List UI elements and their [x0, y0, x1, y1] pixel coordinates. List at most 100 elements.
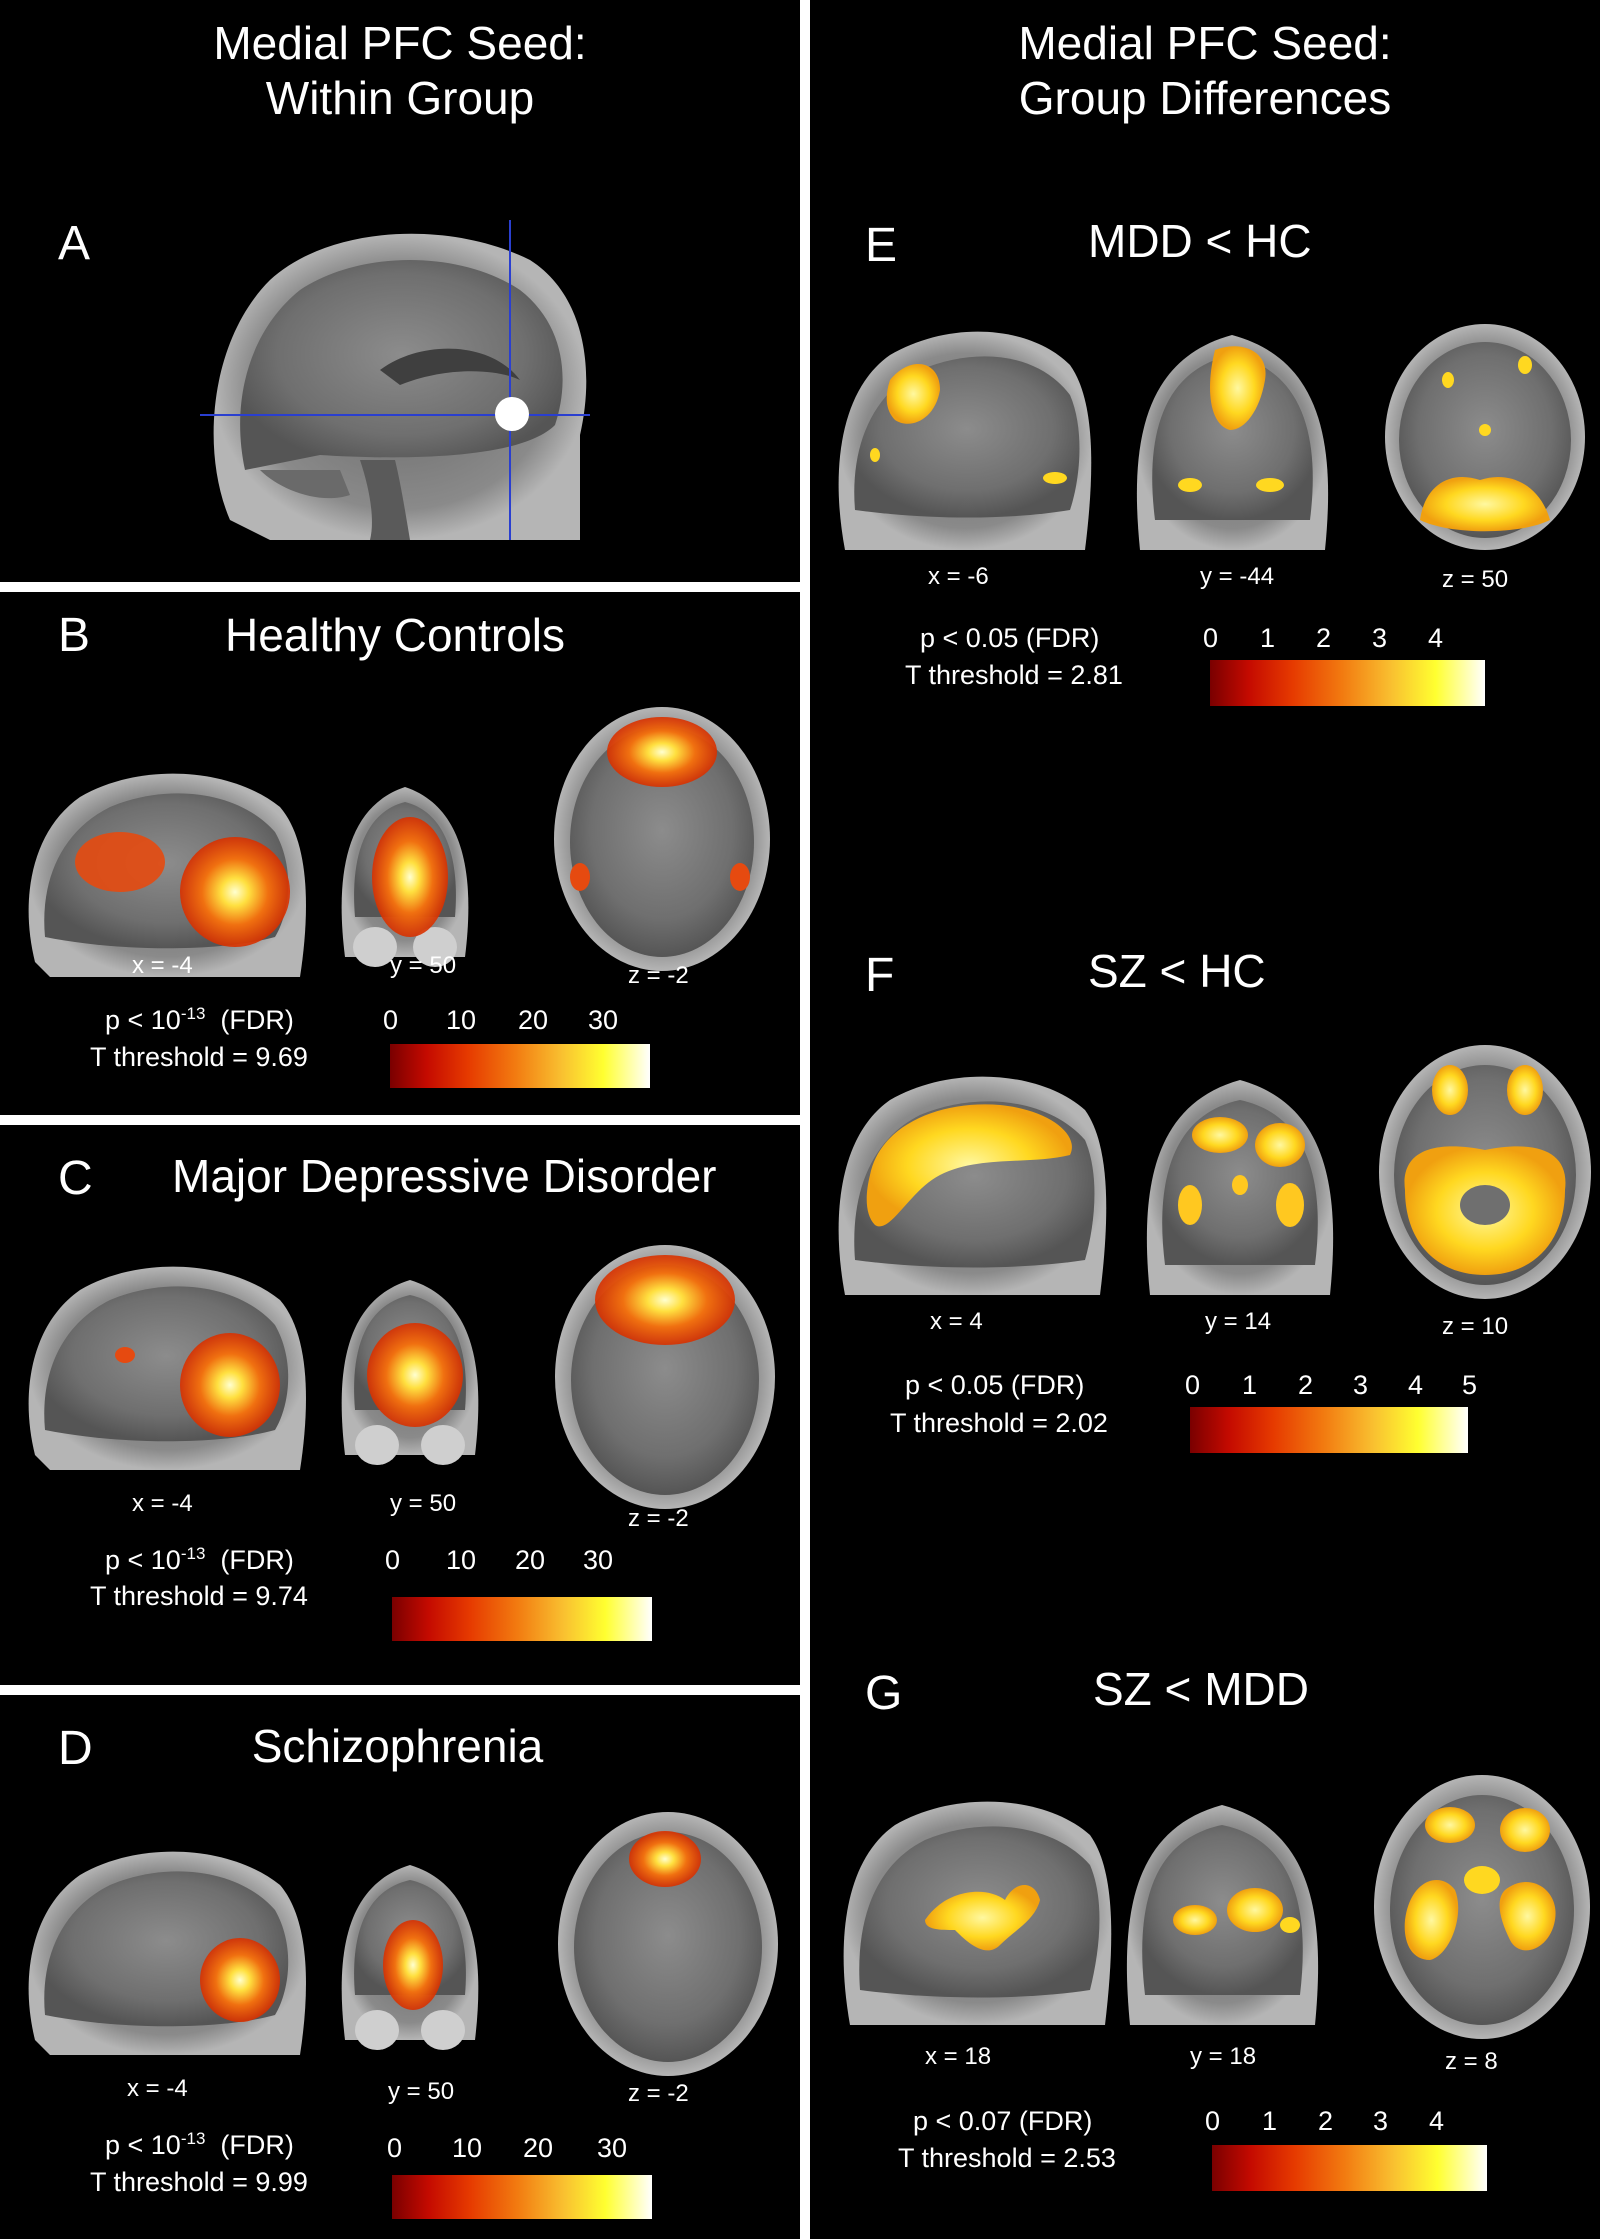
tick-0-e: 0 [1203, 623, 1219, 653]
colorbar-c [392, 1597, 652, 1641]
panel-letter-c: C [58, 1152, 93, 1205]
left-header-line1: Medial PFC Seed: [213, 17, 587, 69]
coord-z-g: z = 8 [1445, 2048, 1498, 2075]
axial-slice-b [554, 707, 770, 971]
axial-slice-f [1379, 1045, 1591, 1299]
tick-3-f: 3 [1353, 1370, 1369, 1400]
tick-10-d: 10 [452, 2133, 483, 2163]
coord-y-c: y = 50 [390, 1490, 457, 1517]
coord-y-e: y = -44 [1200, 563, 1275, 590]
panel-header-a: Medial PFC Seed: Within Group A [0, 0, 800, 582]
tick-20-b: 20 [518, 1005, 549, 1035]
panel-letter-f: F [865, 949, 895, 1002]
panel-title-e: MDD < HC [1088, 215, 1312, 267]
coord-y-d: y = 50 [388, 2078, 455, 2105]
colorbar-d [392, 2175, 652, 2219]
axial-slice-d [558, 1812, 778, 2076]
tick-0-d: 0 [387, 2133, 403, 2163]
coord-y-g: y = 18 [1190, 2043, 1257, 2070]
tick-4-e: 4 [1428, 623, 1444, 653]
tick-2-g: 2 [1318, 2106, 1334, 2136]
sagittal-slice-f [838, 1076, 1107, 1295]
panel-letter-e: E [865, 219, 898, 272]
tick-3-e: 3 [1372, 623, 1388, 653]
coord-y-f: y = 14 [1205, 1308, 1272, 1335]
threshold-e: T threshold = 2.81 [905, 660, 1123, 690]
coord-x-f: x = 4 [930, 1308, 983, 1335]
coord-y-b: y = 50 [390, 952, 457, 979]
left-header-line2: Within Group [265, 72, 535, 124]
coord-z-e: z = 50 [1442, 566, 1509, 593]
tick-20-d: 20 [523, 2133, 554, 2163]
sagittal-slice-e [838, 331, 1092, 550]
coord-z-d: z = -2 [628, 2080, 689, 2107]
threshold-c: T threshold = 9.74 [90, 1581, 308, 1611]
colorbar-g [1212, 2145, 1487, 2191]
axial-slice-c [555, 1245, 775, 1509]
coord-z-b: z = -2 [628, 962, 689, 989]
threshold-f: T threshold = 2.02 [890, 1408, 1108, 1438]
sagittal-slice-d [28, 1851, 306, 2055]
tick-30-b: 30 [588, 1005, 619, 1035]
panel-title-b: Healthy Controls [224, 609, 566, 661]
threshold-d: T threshold = 9.99 [90, 2167, 308, 2197]
p-value-g: p < 0.07 (FDR) [913, 2106, 1093, 2136]
panel-right: Medial PFC Seed: Group Differences E MDD… [810, 0, 1600, 2239]
tick-1-e: 1 [1260, 623, 1276, 653]
tick-30-c: 30 [583, 1545, 614, 1575]
tick-0-g: 0 [1205, 2106, 1221, 2136]
right-header-line2: Group Differences [1018, 72, 1392, 124]
sagittal-slice-b [28, 773, 306, 977]
coronal-slice-f [1146, 1080, 1334, 1295]
tick-4-f: 4 [1408, 1370, 1424, 1400]
threshold-b: T threshold = 9.69 [90, 1042, 308, 1072]
tick-1-f: 1 [1242, 1370, 1258, 1400]
coronal-slice-c [341, 1280, 479, 1465]
coronal-slice-g [1126, 1805, 1319, 2025]
tick-30-d: 30 [597, 2133, 628, 2163]
panel-title-d: Schizophrenia [251, 1720, 544, 1772]
panel-b: B Healthy Controls x = -4 y = 50 z = -2 … [0, 592, 800, 1115]
threshold-g: T threshold = 2.53 [898, 2143, 1116, 2173]
panel-letter-d: D [58, 1722, 93, 1775]
coronal-slice-b [341, 787, 469, 967]
coord-z-c: z = -2 [628, 1505, 689, 1532]
tick-20-c: 20 [515, 1545, 546, 1575]
panel-d: D Schizophrenia x = -4 y = 50 z = -2 p <… [0, 1695, 800, 2239]
coord-x-b: x = -4 [132, 952, 193, 979]
seed-marker [495, 397, 529, 431]
panel-c: C Major Depressive Disorder x = -4 y = 5… [0, 1125, 800, 1685]
tick-0-f: 0 [1185, 1370, 1201, 1400]
sagittal-slice-c [28, 1266, 306, 1470]
colorbar-f [1190, 1407, 1468, 1453]
tick-1-g: 1 [1262, 2106, 1278, 2136]
p-value-c: p < 10-13 (FDR) [105, 1544, 294, 1575]
panel-letter-a: A [58, 217, 91, 270]
colorbar-e [1210, 660, 1485, 706]
p-value-f: p < 0.05 (FDR) [905, 1370, 1085, 1400]
tick-0-b: 0 [383, 1005, 399, 1035]
seed-sagittal-image [200, 220, 590, 541]
tick-0-c: 0 [385, 1545, 401, 1575]
panel-title-c: Major Depressive Disorder [172, 1150, 717, 1202]
tick-5-f: 5 [1462, 1370, 1478, 1400]
p-value-d: p < 10-13 (FDR) [105, 2129, 294, 2160]
panel-letter-g: G [865, 1667, 903, 1720]
right-header-line1: Medial PFC Seed: [1018, 17, 1392, 69]
panel-letter-b: B [58, 609, 91, 662]
axial-slice-e [1385, 324, 1585, 550]
tick-2-e: 2 [1316, 623, 1332, 653]
coord-x-d: x = -4 [127, 2075, 188, 2102]
coronal-slice-e [1136, 335, 1329, 550]
tick-10-b: 10 [446, 1005, 477, 1035]
tick-10-c: 10 [446, 1545, 477, 1575]
tick-3-g: 3 [1373, 2106, 1389, 2136]
tick-2-f: 2 [1298, 1370, 1314, 1400]
coord-z-f: z = 10 [1442, 1313, 1509, 1340]
axial-slice-g [1374, 1775, 1590, 2039]
colorbar-b [390, 1044, 650, 1088]
coord-x-e: x = -6 [928, 563, 989, 590]
sagittal-slice-g [843, 1801, 1112, 2025]
panel-title-f: SZ < HC [1088, 945, 1266, 997]
coord-x-g: x = 18 [925, 2043, 992, 2070]
